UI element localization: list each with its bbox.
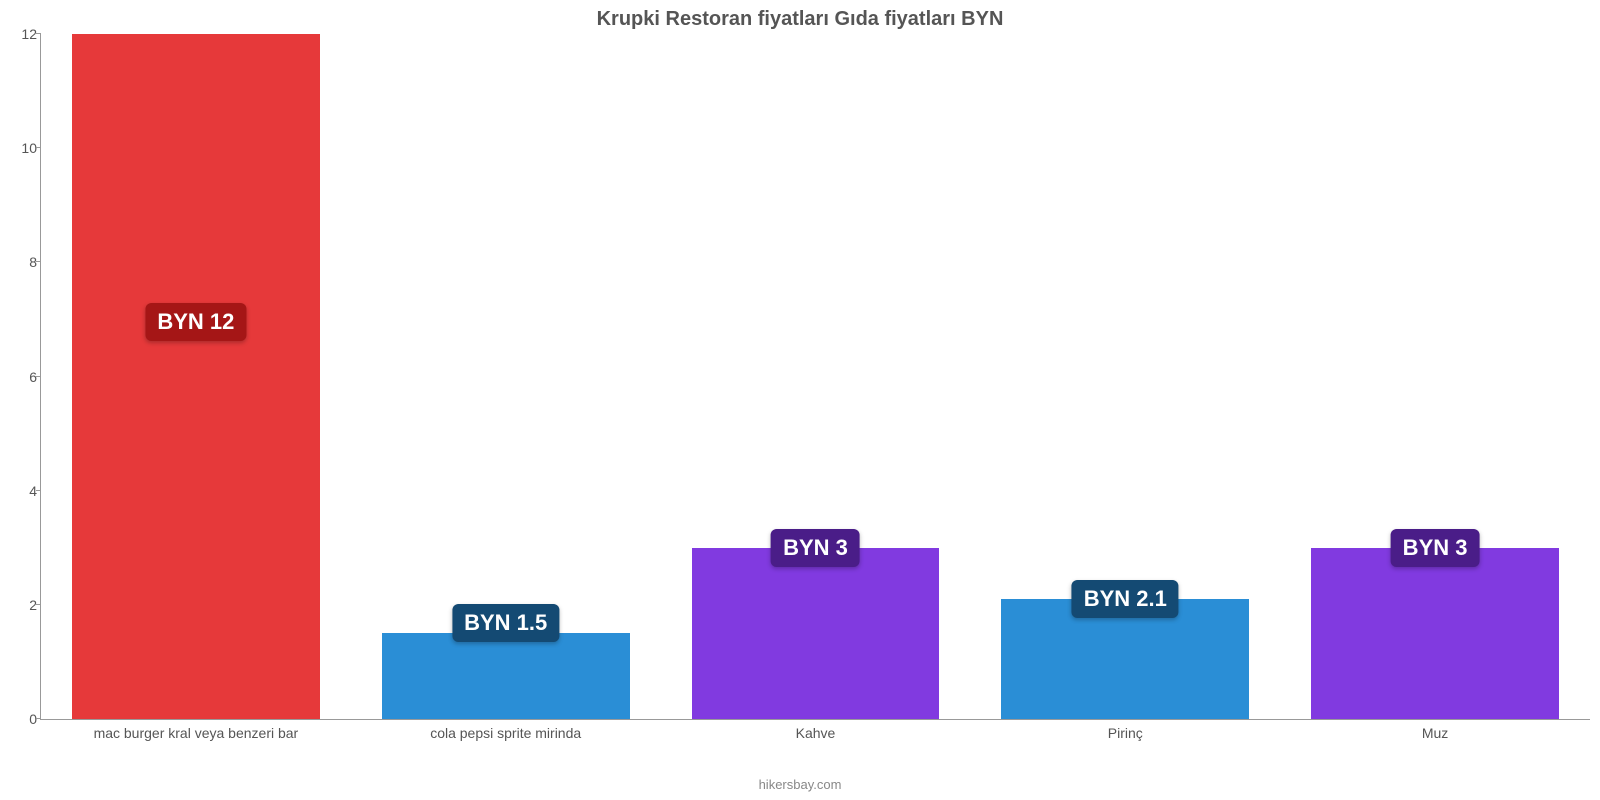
x-axis-label: mac burger kral veya benzeri bar	[41, 719, 351, 741]
chart-title: Krupki Restoran fiyatları Gıda fiyatları…	[0, 0, 1600, 31]
y-tick-label: 6	[11, 369, 37, 385]
value-badge: BYN 12	[145, 303, 246, 341]
x-axis-label: Pirinç	[970, 719, 1280, 741]
value-badge: BYN 1.5	[452, 604, 559, 642]
y-tick-label: 12	[11, 26, 37, 42]
x-axis-label: Kahve	[661, 719, 971, 741]
bar-slot: BYN 12mac burger kral veya benzeri bar	[41, 34, 351, 719]
y-tick-label: 4	[11, 483, 37, 499]
bar-slot: BYN 2.1Pirinç	[970, 34, 1280, 719]
y-tick-label: 2	[11, 597, 37, 613]
x-axis-label: Muz	[1280, 719, 1590, 741]
x-axis-label: cola pepsi sprite mirinda	[351, 719, 661, 741]
bar	[1311, 548, 1559, 719]
value-badge: BYN 2.1	[1072, 580, 1179, 618]
plot-region: 024681012BYN 12mac burger kral veya benz…	[40, 34, 1590, 720]
chart-caption: hikersbay.com	[0, 777, 1600, 792]
bar	[72, 34, 320, 719]
bar-slot: BYN 3Muz	[1280, 34, 1590, 719]
y-tick-label: 8	[11, 254, 37, 270]
y-tick-label: 0	[11, 711, 37, 727]
value-badge: BYN 3	[771, 529, 860, 567]
bar-slot: BYN 1.5cola pepsi sprite mirinda	[351, 34, 661, 719]
chart-area: 024681012BYN 12mac burger kral veya benz…	[40, 34, 1590, 740]
value-badge: BYN 3	[1391, 529, 1480, 567]
bar-slot: BYN 3Kahve	[661, 34, 971, 719]
y-tick-label: 10	[11, 140, 37, 156]
bar	[692, 548, 940, 719]
bar	[382, 633, 630, 719]
